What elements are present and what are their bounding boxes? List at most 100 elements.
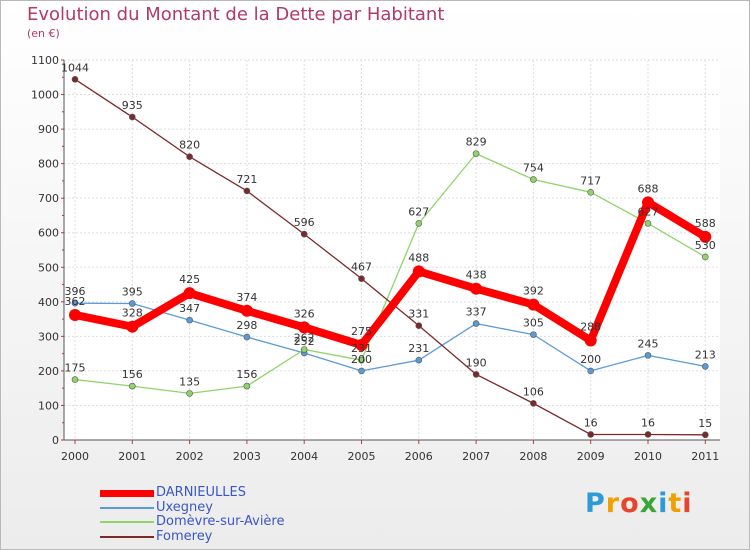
- legend-swatch: [100, 506, 154, 509]
- data-label-uxegney: 252: [294, 335, 315, 348]
- data-label-dom-vre-sur-avi-re: 754: [523, 162, 544, 175]
- data-label-fomerey: 721: [236, 173, 257, 186]
- data-label-uxegney: 245: [638, 337, 659, 350]
- axes: 0 100 200 300 400 500 600 700 800 900 1000 1100 2000…: [31, 54, 720, 463]
- data-label-darnieulles: 588: [695, 217, 716, 230]
- logo-letter: P: [585, 488, 606, 519]
- x-tick-label: 2008: [519, 450, 547, 463]
- logo-letter: x: [639, 488, 659, 519]
- y-tick-label: 1000: [31, 89, 59, 102]
- data-point-dom-vre-sur-avi-re: [71, 376, 79, 383]
- y-tick-label: 200: [38, 365, 59, 378]
- y-tick-label: 800: [38, 158, 59, 171]
- legend-item-dom-vre-sur-avi-re: Domèvre-sur-Avière: [100, 514, 285, 530]
- data-label-fomerey: 15: [698, 417, 712, 430]
- plot-area: [64, 60, 720, 440]
- data-point-fomerey: [358, 275, 365, 282]
- y-tick-label: 500: [38, 261, 59, 274]
- data-label-fomerey: 16: [584, 416, 598, 429]
- data-point-dom-vre-sur-avi-re: [415, 220, 423, 227]
- data-point-uxegney: [644, 352, 652, 359]
- data-point-uxegney: [472, 320, 480, 327]
- data-point-fomerey: [129, 113, 136, 121]
- data-point-darnieulles: [642, 196, 654, 209]
- logo-letter: i: [682, 488, 693, 519]
- series-line-darnieulles: [71, 198, 710, 349]
- data-point-dom-vre-sur-avi-re: [472, 150, 480, 157]
- logo-letter: o: [620, 488, 640, 519]
- data-point-darnieulles: [298, 321, 311, 334]
- data-label-dom-vre-sur-avi-re: 156: [236, 368, 257, 381]
- x-tick-label: 2003: [233, 450, 261, 463]
- data-point-fomerey: [186, 153, 193, 161]
- data-point-dom-vre-sur-avi-re: [300, 346, 308, 353]
- grid: [64, 59, 720, 441]
- data-point-dom-vre-sur-avi-re: [701, 253, 709, 261]
- data-point-dom-vre-sur-avi-re: [587, 189, 595, 196]
- data-point-darnieulles: [584, 334, 597, 347]
- data-label-darnieulles: 392: [523, 285, 544, 298]
- legend-swatch: [100, 535, 154, 538]
- data-label-dom-vre-sur-avi-re: 717: [580, 174, 601, 187]
- data-label-darnieulles: 288: [580, 321, 601, 334]
- data-label-darnieulles: 438: [466, 269, 487, 282]
- data-label-dom-vre-sur-avi-re: 135: [179, 375, 200, 388]
- data-point-fomerey: [472, 371, 480, 378]
- data-label-dom-vre-sur-avi-re: 156: [122, 368, 143, 381]
- x-tick-label: 2010: [634, 450, 662, 463]
- data-label-uxegney: 305: [523, 317, 544, 330]
- data-point-fomerey: [300, 230, 308, 238]
- y-tick-label: 1100: [31, 54, 59, 67]
- data-point-dom-vre-sur-avi-re: [243, 382, 251, 390]
- data-label-fomerey: 596: [294, 216, 315, 229]
- x-tick-label: 2006: [405, 450, 433, 463]
- data-label-darnieulles: 328: [122, 307, 143, 320]
- legend-item-darnieulles: DARNIEULLES: [100, 485, 285, 501]
- y-tick-label: 300: [38, 330, 59, 343]
- data-point-darnieulles: [240, 304, 253, 317]
- data-point-darnieulles: [527, 298, 540, 311]
- data-label-fomerey: 190: [466, 356, 487, 369]
- y-tick-label: 700: [38, 192, 59, 205]
- data-point-uxegney: [587, 367, 595, 375]
- x-tick-label: 2005: [348, 450, 376, 463]
- x-tick-label: 2009: [577, 450, 605, 463]
- data-point-darnieulles: [69, 308, 81, 321]
- data-label-fomerey: 467: [351, 261, 372, 274]
- data-label-dom-vre-sur-avi-re: 627: [638, 205, 659, 218]
- y-tick-label: 900: [38, 123, 59, 136]
- data-point-uxegney: [358, 367, 365, 375]
- data-label-dom-vre-sur-avi-re: 175: [65, 362, 86, 375]
- y-tick-label: 0: [52, 434, 59, 447]
- data-point-fomerey: [243, 187, 251, 195]
- legend-swatch: [100, 489, 154, 497]
- x-tick-label: 2011: [691, 450, 719, 463]
- legend-label: DARNIEULLES: [156, 485, 246, 500]
- data-point-uxegney: [415, 356, 423, 364]
- data-point-darnieulles: [699, 230, 712, 243]
- series-line-dom-vre-sur-avi-re: [74, 152, 706, 395]
- x-tick-label: 2000: [61, 450, 89, 463]
- chart-title: Evolution du Montant de la Dette par Hab…: [27, 4, 445, 25]
- data-point-uxegney: [186, 316, 193, 324]
- data-label-uxegney: 396: [65, 285, 86, 298]
- data-label-darnieulles: 488: [408, 251, 429, 264]
- data-point-darnieulles: [412, 265, 425, 278]
- data-label-darnieulles: 275: [351, 325, 372, 338]
- data-point-fomerey: [71, 76, 79, 83]
- legend-label: Fomerey: [156, 528, 213, 544]
- data-point-uxegney: [71, 299, 79, 307]
- legend: DARNIEULLES Uxegney Domèvre-sur-Avière Fome…: [100, 485, 285, 545]
- data-label-fomerey: 16: [641, 416, 655, 429]
- data-point-uxegney: [129, 300, 136, 307]
- logo-letter: i: [658, 488, 669, 519]
- series-line-uxegney: [74, 302, 706, 372]
- data-label-fomerey: 820: [179, 139, 200, 152]
- chart-unit: (en €): [27, 27, 60, 40]
- data-label-darnieulles: 374: [236, 291, 257, 304]
- data-label-uxegney: 347: [179, 302, 200, 315]
- legend-item-fomerey: Fomerey: [100, 528, 285, 545]
- data-point-dom-vre-sur-avi-re: [186, 390, 193, 397]
- data-point-fomerey: [530, 400, 537, 407]
